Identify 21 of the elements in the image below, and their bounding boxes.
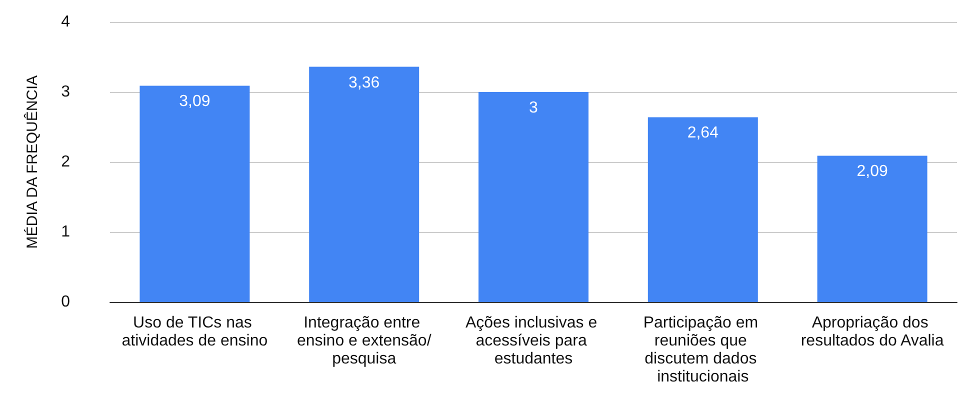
data-label: 3,36	[348, 74, 380, 92]
bar	[648, 117, 758, 302]
data-label: 3,09	[179, 93, 210, 110]
data-label: 3	[529, 100, 538, 116]
y-tick-label: 2	[61, 154, 70, 170]
bar	[140, 86, 250, 302]
y-tick-label: 4	[61, 14, 70, 30]
x-tick-label: Uso de TICs nas atividades de ensino	[122, 314, 268, 350]
y-tick-label: 1	[61, 224, 70, 240]
bar	[478, 92, 588, 302]
y-axis-title: MÉDIA DA FREQUÊNCIA	[23, 75, 41, 249]
x-tick-label: Integração entre ensino e extensão/pesquisa	[296, 314, 432, 368]
y-tick-label: 0	[61, 294, 70, 310]
data-label: 2,09	[856, 163, 888, 180]
data-label: 2,64	[687, 124, 719, 142]
bar	[309, 66, 420, 302]
x-tick-label: Apropriação dos resultados do Avalia	[800, 314, 944, 350]
x-tick-label: Participação em reuniões que discutem dados institucionais	[643, 314, 762, 386]
y-tick-label: 3	[61, 84, 70, 100]
x-tick-label: Ações inclusivas e acessíveis para estudantes	[465, 314, 602, 368]
bar	[817, 156, 928, 302]
